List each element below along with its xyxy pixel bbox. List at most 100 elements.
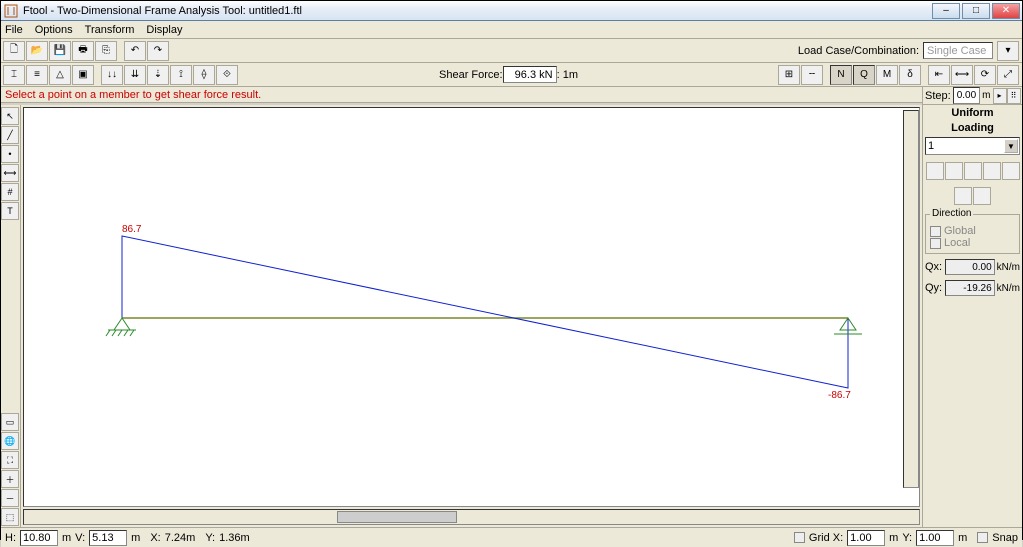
tb2-btn-2[interactable]: ≡ — [26, 65, 48, 85]
v-label: V: — [75, 532, 85, 544]
view-tool-1[interactable]: ▭ — [1, 413, 19, 431]
load-case-combo[interactable]: Single Case — [923, 42, 993, 59]
panel-title-2: Loading — [925, 122, 1020, 134]
global-check[interactable]: Global — [930, 225, 1015, 237]
tb2r-btn-8[interactable]: ⟷ — [951, 65, 973, 85]
tb2-btn-9[interactable]: ⟠ — [193, 65, 215, 85]
grid-label: Grid X: — [809, 532, 843, 544]
v-value[interactable]: 5.13 — [89, 530, 127, 546]
new-button[interactable]: 🗋 — [3, 41, 25, 61]
tb2-btn-1[interactable]: ⌶ — [3, 65, 25, 85]
step-icons: ▸ ⠿ — [993, 88, 1021, 104]
maximize-button[interactable]: □ — [962, 3, 990, 19]
tb2r-btn-1[interactable]: ⊞ — [778, 65, 800, 85]
tb2r-btn-10[interactable]: ⤢ — [997, 65, 1019, 85]
tb2-btn-7[interactable]: ⇣ — [147, 65, 169, 85]
hint-text: Select a point on a member to get shear … — [5, 89, 261, 101]
canvas[interactable]: 86.7 -86.7 — [23, 107, 920, 507]
panel-icon-row-2 — [925, 187, 1020, 205]
node-tool[interactable]: • — [1, 145, 19, 163]
step-label: Step: — [925, 90, 951, 102]
step-settings-button[interactable]: ⠿ — [1007, 88, 1021, 104]
zoom-in-tool[interactable]: ＋ — [1, 470, 19, 488]
tb2-btn-10[interactable]: ⟐ — [216, 65, 238, 85]
panel-btn-1[interactable] — [926, 162, 944, 180]
panel-btn-2[interactable] — [945, 162, 963, 180]
zoom-out-tool[interactable]: － — [1, 489, 19, 507]
grid-y-value[interactable]: 1.00 — [916, 530, 954, 546]
tb2r-btn-2[interactable]: ╌ — [801, 65, 823, 85]
diagram-shear-button[interactable]: Q — [853, 65, 875, 85]
qy-field[interactable]: -19.26 — [945, 280, 995, 296]
view-tool-2[interactable]: 🌐 — [1, 432, 19, 450]
tb2r-btn-7[interactable]: ⇤ — [928, 65, 950, 85]
open-button[interactable]: 📂 — [26, 41, 48, 61]
h-unit: m — [62, 532, 71, 544]
qx-field[interactable]: 0.00 — [945, 259, 995, 275]
grid-tool[interactable]: # — [1, 183, 19, 201]
load-case-dropdown-button[interactable]: ▾ — [997, 41, 1019, 61]
tb2-btn-5[interactable]: ↓↓ — [101, 65, 123, 85]
grid-x-value[interactable]: 1.00 — [847, 530, 885, 546]
loading-combo-value: 1 — [928, 140, 934, 152]
tb2r-btn-9[interactable]: ⟳ — [974, 65, 996, 85]
snap-check[interactable] — [977, 532, 988, 543]
tb2-btn-4[interactable]: ▣ — [72, 65, 94, 85]
diagram-deform-button[interactable]: δ — [899, 65, 921, 85]
step-value[interactable]: 0.00 — [953, 87, 980, 104]
export-button[interactable]: ⎘ — [95, 41, 117, 61]
panel-btn-6[interactable] — [954, 187, 972, 205]
grid-y-label: Y: — [902, 532, 912, 544]
tb2-btn-3[interactable]: △ — [49, 65, 71, 85]
load-case-value: Single Case — [927, 45, 986, 57]
tb2-btn-8[interactable]: ⟟ — [170, 65, 192, 85]
menu-display[interactable]: Display — [146, 24, 182, 36]
menu-bar: File Options Transform Display — [1, 21, 1022, 39]
tb2-btn-6[interactable]: ⇊ — [124, 65, 146, 85]
horizontal-scrollbar[interactable] — [23, 509, 920, 525]
qx-label: Qx: — [925, 261, 943, 273]
panel-icon-row-1 — [925, 162, 1020, 180]
select-tool[interactable]: ↖ — [1, 107, 19, 125]
toolbar-row-2: ⌶ ≡ △ ▣ ↓↓ ⇊ ⇣ ⟟ ⟠ ⟐ Shear Force: 96.3 k… — [1, 63, 1022, 87]
diagram-svg — [24, 108, 920, 507]
panel-btn-3[interactable] — [964, 162, 982, 180]
qy-label: Qy: — [925, 282, 943, 294]
shear-force-value[interactable]: 96.3 kN — [503, 66, 557, 83]
h-value[interactable]: 10.80 — [20, 530, 58, 546]
line-tool[interactable]: ╱ — [1, 126, 19, 144]
menu-transform[interactable]: Transform — [85, 24, 135, 36]
toolbar-row-1: 🗋 📂 💾 🖶 ⎘ ↶ ↷ Load Case/Combination: Sin… — [1, 39, 1022, 63]
qy-row: Qy: -19.26 kN/m — [925, 280, 1020, 296]
status-bar: H: 10.80 m V: 5.13 m X: 7.24m Y: 1.36m G… — [1, 527, 1022, 547]
menu-options[interactable]: Options — [35, 24, 73, 36]
hint-bar: Select a point on a member to get shear … — [1, 87, 922, 103]
undo-button[interactable]: ↶ — [124, 41, 146, 61]
diagram-axial-button[interactable]: N — [830, 65, 852, 85]
title-bar: Ftool - Two-Dimensional Frame Analysis T… — [1, 1, 1022, 21]
panel-btn-4[interactable] — [983, 162, 1001, 180]
h-label: H: — [5, 532, 16, 544]
redo-button[interactable]: ↷ — [147, 41, 169, 61]
shear-force-label: Shear Force: — [439, 69, 503, 81]
dimension-tool[interactable]: ⟷ — [1, 164, 19, 182]
local-check[interactable]: Local — [930, 237, 1015, 249]
zoom-fit-tool[interactable]: ⛶ — [1, 451, 19, 469]
text-tool[interactable]: T — [1, 202, 19, 220]
panel-btn-5[interactable] — [1002, 162, 1020, 180]
vertical-scrollbar[interactable] — [903, 110, 919, 488]
step-play-button[interactable]: ▸ — [993, 88, 1007, 104]
close-button[interactable]: ✕ — [992, 3, 1020, 19]
save-button[interactable]: 💾 — [49, 41, 71, 61]
minimize-button[interactable]: – — [932, 3, 960, 19]
menu-file[interactable]: File — [5, 24, 23, 36]
panel-btn-7[interactable] — [973, 187, 991, 205]
loading-combo[interactable]: 1 ▼ — [925, 137, 1020, 155]
pan-tool[interactable]: ⬚ — [1, 508, 19, 526]
panel-title-1: Uniform — [925, 107, 1020, 119]
grid-check[interactable] — [794, 532, 805, 543]
print-button[interactable]: 🖶 — [72, 41, 94, 61]
diagram-moment-button[interactable]: M — [876, 65, 898, 85]
qy-unit: kN/m — [997, 283, 1020, 294]
direction-group: Direction Global Local — [925, 214, 1020, 254]
